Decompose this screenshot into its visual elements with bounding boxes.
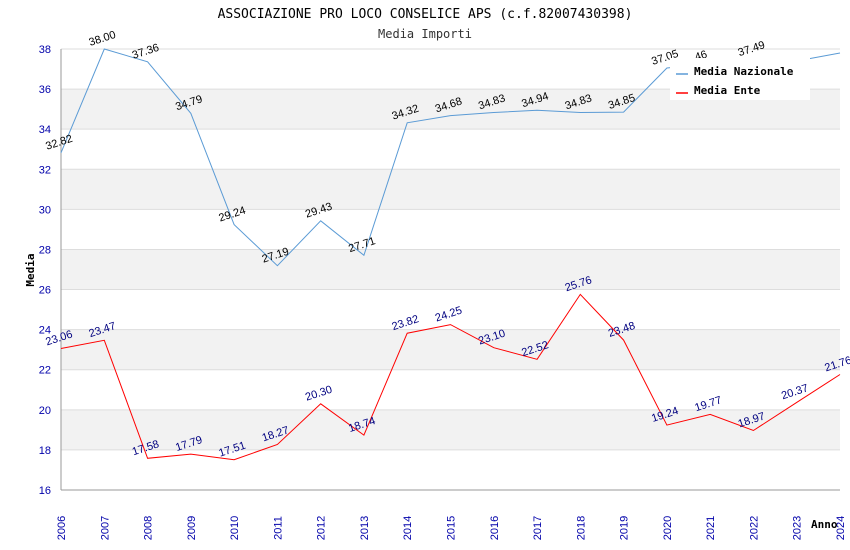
y-tick-label: 18	[39, 445, 51, 457]
x-tick-label: 2009	[186, 516, 198, 540]
x-tick-label: 2020	[662, 516, 674, 540]
x-tick-label: 2012	[316, 516, 328, 540]
x-tick-label: 2017	[532, 516, 544, 540]
x-tick-label: 2015	[446, 516, 458, 540]
x-tick-label: 2021	[705, 516, 717, 540]
plot-band	[61, 249, 840, 290]
legend-label-media-nazionale: Media Nazionale	[694, 65, 794, 78]
x-tick-label: 2022	[748, 516, 760, 540]
y-tick-label: 24	[39, 325, 51, 337]
x-tick-label: 2023	[792, 516, 804, 540]
plot-band	[61, 169, 840, 210]
y-tick-label: 20	[39, 405, 51, 417]
y-tick-label: 26	[39, 285, 51, 297]
y-tick-label: 28	[39, 244, 51, 256]
plot-band	[61, 329, 840, 370]
y-axis-label: Media	[24, 253, 37, 286]
x-tick-label: 2008	[143, 516, 155, 540]
x-tick-label: 2016	[489, 516, 501, 540]
x-tick-label: 2018	[575, 516, 587, 540]
y-tick-label: 32	[39, 164, 51, 176]
chart-title: ASSOCIAZIONE PRO LOCO CONSELICE APS (c.f…	[218, 7, 633, 22]
series-line-media-ente	[60, 293, 841, 461]
x-tick-label: 2006	[56, 516, 68, 540]
x-tick-label: 2013	[359, 516, 371, 540]
plot-bands	[61, 49, 840, 490]
legend: Media Nazionale Media Ente	[670, 58, 810, 100]
chart-subtitle: Media Importi	[378, 27, 472, 41]
y-tick-label: 36	[39, 84, 51, 96]
x-axis-label: Anno	[811, 518, 838, 531]
y-tick-labels: 16 18 20 22 24 26 28 30 32 34 36 38	[39, 44, 51, 497]
y-tick-label: 38	[39, 44, 51, 56]
legend-box	[670, 58, 810, 100]
x-tick-label: 2011	[272, 516, 284, 540]
x-tick-label: 2024	[835, 516, 847, 540]
x-tick-label: 2019	[619, 516, 631, 540]
plot-band	[61, 409, 840, 450]
y-tick-label: 16	[39, 485, 51, 497]
x-tick-label: 2010	[229, 516, 241, 540]
data-label: 38.00	[87, 29, 117, 49]
y-tick-label: 30	[39, 204, 51, 216]
x-tick-label: 2007	[99, 516, 111, 540]
axes	[60, 49, 840, 491]
x-tick-labels: 2006 2007 2008 2009 2010 2011 2012 2013 2014 2015…	[56, 516, 847, 540]
y-tick-label: 34	[39, 124, 51, 136]
x-tick-label: 2014	[402, 516, 414, 540]
legend-label-media-ente: Media Ente	[694, 84, 761, 97]
y-tick-label: 22	[39, 365, 51, 377]
